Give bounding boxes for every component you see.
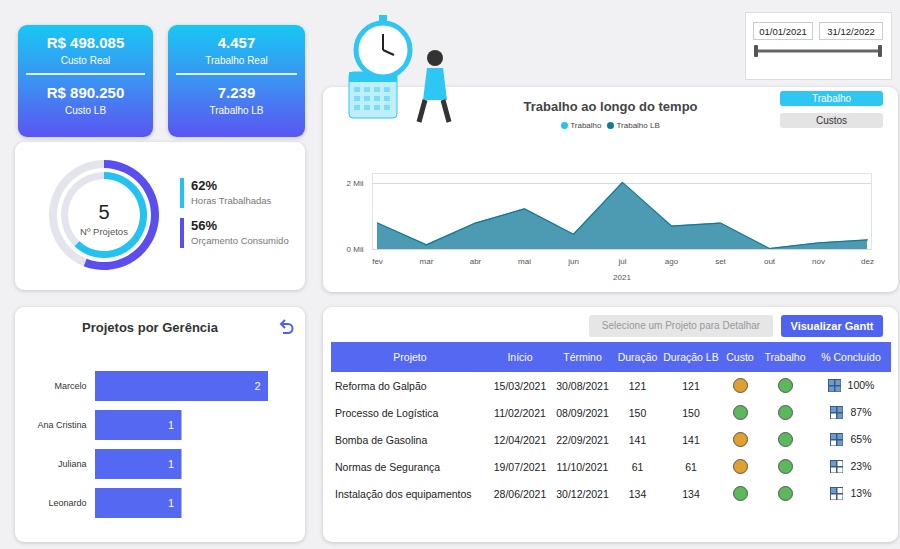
svg-text:Nº Projetos: Nº Projetos [80, 226, 128, 237]
html-text:Custo LB: Custo LB [64, 105, 107, 116]
svg-text:Leonardo: Leonardo [48, 498, 86, 508]
svg-text:2: 2 [254, 380, 260, 392]
html-text:Processo de Logística: Processo de Logística [335, 406, 439, 419]
svg-text:Orçamento Consumido: Orçamento Consumido [191, 235, 289, 246]
html-text:Projeto: Projeto [393, 351, 427, 363]
html-text:31/12/2022: 31/12/2022 [827, 26, 875, 37]
svg-text:fev: fev [372, 257, 383, 266]
html-text:Custo Real: Custo Real [60, 55, 111, 66]
html-text:30/12/2021: 30/12/2021 [556, 487, 609, 500]
svg-text:5: 5 [98, 201, 109, 223]
svg-text:mai: mai [518, 257, 531, 266]
html-text:134: 134 [682, 487, 700, 500]
html-text:100%: 100% [847, 378, 875, 391]
svg-text:0 Mil: 0 Mil [347, 245, 364, 254]
html-text:121: 121 [628, 379, 647, 392]
html-text:11/02/2021: 11/02/2021 [494, 406, 546, 419]
html-text:Duração: Duração [617, 351, 658, 363]
svg-text:62%: 62% [191, 178, 217, 193]
html-text:121: 121 [682, 379, 700, 392]
svg-text:dez: dez [861, 257, 874, 266]
svg-text:1: 1 [168, 419, 174, 431]
html-text:% Concluído: % Concluído [821, 351, 881, 363]
html-text:141: 141 [682, 433, 700, 446]
html-text:R$ 890.250: R$ 890.250 [46, 84, 125, 101]
html-text:Instalação dos equipamentos: Instalação dos equipamentos [335, 487, 472, 500]
html-text:Término: Término [563, 351, 602, 363]
html-text:12/04/2021: 12/04/2021 [493, 433, 547, 446]
html-text:141: 141 [628, 433, 647, 446]
html-text:13%: 13% [850, 486, 872, 499]
svg-text:56%: 56% [191, 218, 217, 233]
html-text:Trabalho: Trabalho [764, 351, 806, 363]
svg-text:2021: 2021 [613, 273, 631, 282]
html-text:Início: Início [507, 351, 533, 363]
html-text:Normas de Segurança: Normas de Segurança [335, 460, 441, 473]
html-text:87%: 87% [850, 405, 872, 418]
svg-text:nov: nov [812, 257, 825, 266]
svg-text:2 Mil: 2 Mil [347, 179, 364, 188]
html-text:Visualizar Gantt: Visualizar Gantt [790, 320, 874, 332]
html-text:4.457: 4.457 [217, 34, 256, 51]
html-text:08/09/2021: 08/09/2021 [556, 406, 609, 419]
html-text:7.239: 7.239 [217, 84, 256, 101]
html-text:Custos: Custos [815, 115, 848, 126]
html-text:Selecione um Projeto para Deta: Selecione um Projeto para Detalhar [601, 320, 761, 331]
html-text:Reforma do Galpão: Reforma do Galpão [335, 379, 427, 392]
html-text:30/08/2021: 30/08/2021 [556, 379, 609, 392]
svg-text:ago: ago [665, 257, 679, 266]
html-text:Trabalho LB: Trabalho LB [209, 105, 264, 116]
html-text:R$ 498.085: R$ 498.085 [46, 34, 125, 51]
svg-text:1: 1 [168, 458, 174, 470]
html-text:19/07/2021: 19/07/2021 [493, 460, 547, 473]
html-text:15/03/2021: 15/03/2021 [493, 379, 547, 392]
html-text:22/09/2021: 22/09/2021 [556, 433, 609, 446]
svg-text:mar: mar [420, 257, 434, 266]
html-text:Trabalho LB: Trabalho LB [616, 121, 660, 130]
html-text:150: 150 [682, 406, 700, 419]
html-text:23%: 23% [850, 459, 872, 472]
html-text:150: 150 [628, 406, 647, 419]
html-text:28/06/2021: 28/06/2021 [493, 487, 547, 500]
html-text:Trabalho Real: Trabalho Real [205, 55, 268, 66]
html-text:Trabalho: Trabalho [811, 93, 851, 104]
html-text:01/01/2021: 01/01/2021 [759, 26, 807, 37]
svg-text:abr: abr [470, 257, 482, 266]
svg-text:Marcelo: Marcelo [54, 381, 86, 391]
html-text:61: 61 [631, 460, 644, 473]
html-text:61: 61 [685, 460, 697, 473]
svg-text:1: 1 [168, 497, 174, 509]
html-text:Projetos por Gerência: Projetos por Gerência [82, 320, 218, 335]
html-text:Trabalho ao longo do tempo: Trabalho ao longo do tempo [523, 99, 698, 114]
html-text:Trabalho: Trabalho [570, 121, 602, 130]
svg-text:jul: jul [617, 257, 626, 266]
svg-text:Ana Cristina: Ana Cristina [37, 420, 86, 430]
svg-text:out: out [764, 257, 776, 266]
html-text:Duração LB: Duração LB [663, 351, 719, 363]
svg-text:jun: jun [567, 257, 579, 266]
html-text:11/10/2021: 11/10/2021 [556, 460, 609, 473]
svg-text:set: set [715, 257, 726, 266]
html-text:134: 134 [628, 487, 647, 500]
html-text:Custo: Custo [726, 351, 754, 363]
svg-text:Horas Trabalhadas: Horas Trabalhadas [191, 195, 272, 206]
html-text:Bomba de Gasolina: Bomba de Gasolina [335, 433, 428, 446]
html-text:65%: 65% [850, 432, 872, 445]
svg-text:Juliana: Juliana [58, 459, 87, 469]
